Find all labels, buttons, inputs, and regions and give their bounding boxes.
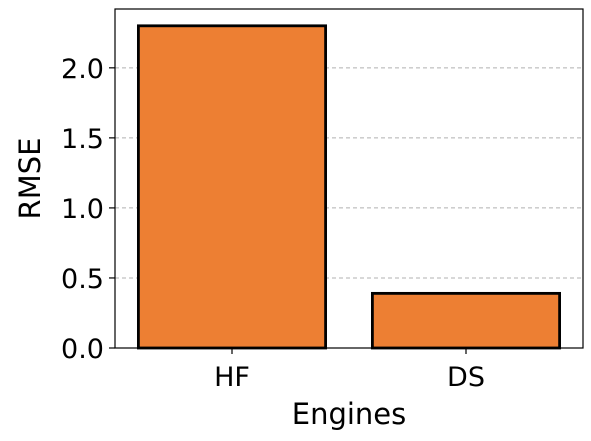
bar-hf — [138, 26, 325, 348]
y-tick-label: 0.5 — [61, 264, 104, 295]
y-tick-label: 1.0 — [61, 194, 104, 225]
x-axis-ticks: HF DS — [214, 348, 485, 393]
y-tick-label: 2.0 — [61, 54, 104, 85]
y-tick-label: 1.5 — [61, 124, 104, 155]
y-axis-label: RMSE — [13, 138, 47, 220]
x-tick-label: DS — [447, 362, 485, 393]
y-axis-ticks: 0.0 0.5 1.0 1.5 2.0 — [61, 54, 115, 365]
bars — [138, 26, 559, 348]
y-tick-label: 0.0 — [61, 334, 104, 365]
bar-ds — [372, 293, 559, 348]
x-tick-label: HF — [214, 362, 250, 393]
x-axis-label: Engines — [292, 397, 407, 431]
